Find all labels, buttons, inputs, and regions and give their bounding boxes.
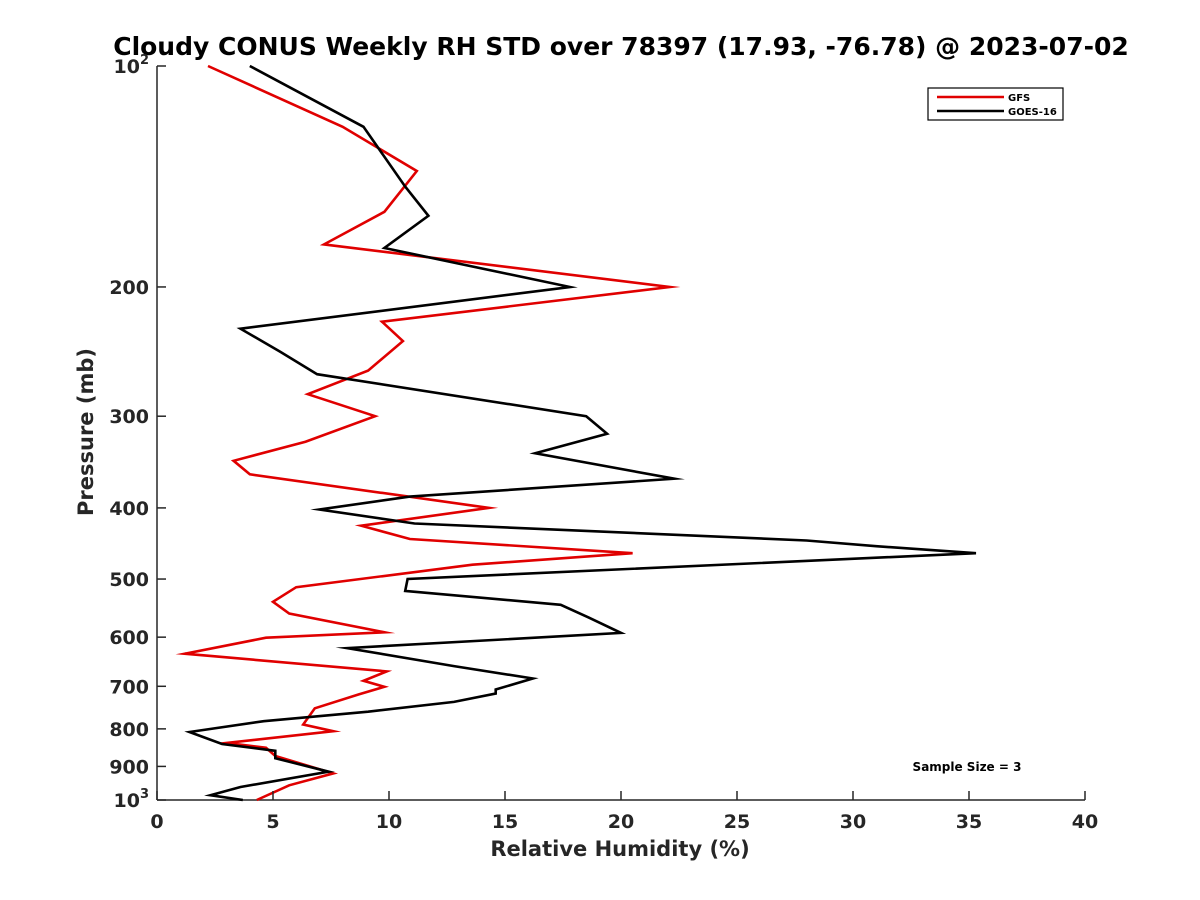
x-tick-label: 30	[840, 811, 866, 833]
y-tick-label: 102	[114, 53, 150, 78]
x-axis: 0 5 10 15 20 25 30 35 40	[150, 791, 1098, 833]
y-tick-label: 500	[109, 569, 149, 591]
x-tick-label: 25	[724, 811, 750, 833]
x-tick-label: 5	[266, 811, 279, 833]
y-tick-label: 103	[114, 787, 150, 812]
legend-label: GFS	[1008, 93, 1030, 104]
x-tick-label: 35	[956, 811, 982, 833]
series-line-gfs	[175, 64, 681, 802]
sample-size-annotation: Sample Size = 3	[913, 760, 1022, 774]
legend-label: GOES-16	[1008, 107, 1057, 118]
x-tick-label: 20	[608, 811, 634, 833]
y-axis-label: Pressure (mb)	[74, 348, 98, 516]
x-tick-label: 40	[1072, 811, 1098, 833]
y-axis: 102 200 300 400 500 600 700 800 900 103	[109, 53, 166, 812]
y-tick-label: 900	[109, 756, 149, 778]
y-tick-label: 200	[109, 277, 149, 299]
chart-title: Cloudy CONUS Weekly RH STD over 78397 (1…	[113, 32, 1129, 61]
x-tick-label: 0	[150, 811, 163, 833]
y-tick-label: 700	[109, 676, 149, 698]
series-group	[175, 64, 977, 802]
y-tick-label: 600	[109, 627, 149, 649]
legend: GFS GOES-16	[927, 87, 1064, 121]
y-tick-label: 800	[109, 719, 149, 741]
series-line-goes-16	[184, 64, 977, 802]
y-tick-label: 400	[109, 498, 149, 520]
x-axis-label: Relative Humidity (%)	[490, 837, 749, 861]
x-tick-label: 10	[376, 811, 402, 833]
legend-box	[927, 87, 1064, 121]
x-tick-label: 15	[492, 811, 518, 833]
y-tick-label: 300	[109, 406, 149, 428]
